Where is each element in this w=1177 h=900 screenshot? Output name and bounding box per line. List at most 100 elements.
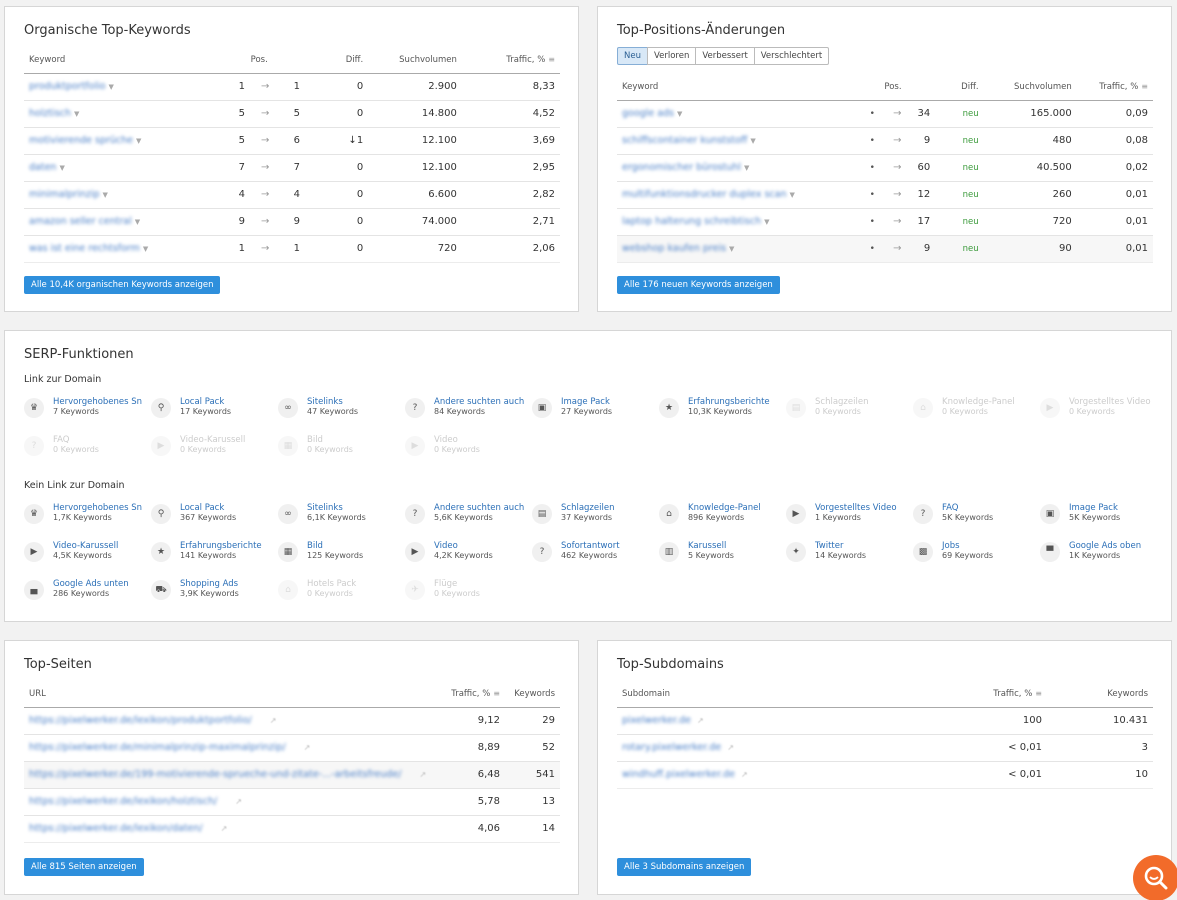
keyword-link[interactable]: was ist eine rechtsform [29,243,140,254]
serp-feature-hotel[interactable]: ⌂ Hotels Pack 0 Keywords [278,578,403,606]
tab-neu[interactable]: Neu [617,47,648,65]
serp-feature-faq[interactable]: ? FAQ 0 Keywords [24,434,149,462]
serp-feature-graduation[interactable]: ⌂ Knowledge-Panel 0 Keywords [913,396,1038,424]
serp-feature-picture[interactable]: ▦ Bild 125 Keywords [278,540,403,568]
serp-feature-play[interactable]: ▶ Video-Karussell 0 Keywords [151,434,276,462]
col-keywords[interactable]: Keywords [505,681,560,708]
sort-icon[interactable]: ≡ [548,54,555,64]
tab-verloren[interactable]: Verloren [646,47,697,65]
serp-feature-link[interactable]: ∞ Sitelinks 6,1K Keywords [278,502,403,530]
keyword-link[interactable]: webshop kaufen preis [622,243,727,254]
serp-feature-cart[interactable]: ⛟ Shopping Ads 3,9K Keywords [151,578,276,606]
serp-feature-map-pin[interactable]: ⚲ Local Pack 17 Keywords [151,396,276,424]
chevron-down-icon[interactable]: ▼ [142,245,149,253]
keyword-link[interactable]: motivierende sprüche [29,135,133,146]
serp-feature-question[interactable]: ? Sofortantwort 462 Keywords [532,540,657,568]
chevron-down-icon[interactable]: ▼ [136,137,142,145]
subdomain-link[interactable]: rotary.pixelwerker.de [622,742,722,753]
show-all-new-keywords-button[interactable]: Alle 176 neuen Keywords anzeigen [617,276,780,294]
serp-feature-star[interactable]: ★ Erfahrungsberichte 141 Keywords [151,540,276,568]
external-link-icon[interactable]: ↗ [235,797,242,806]
serp-feature-play[interactable]: ▶ Video-Karussell 4,5K Keywords [24,540,149,568]
col-pos[interactable]: Pos. [862,74,936,101]
col-pos[interactable]: Pos. [220,47,305,74]
keyword-link[interactable]: daten [29,162,57,173]
external-link-icon[interactable]: ↗ [741,770,748,779]
serp-feature-twitter[interactable]: ✦ Twitter 14 Keywords [786,540,911,568]
col-keyword[interactable]: Keyword [24,47,221,74]
chevron-down-icon[interactable]: ▼ [102,191,108,199]
page-url-link[interactable]: https://pixelwerker.de/lexikon/daten/ [29,823,203,834]
external-link-icon[interactable]: ↗ [696,716,704,725]
serp-feature-graduation[interactable]: ⌂ Knowledge-Panel 896 Keywords [659,502,784,530]
keyword-link[interactable]: minimalprinzip [29,189,100,200]
serp-feature-link[interactable]: ∞ Sitelinks 47 Keywords [278,396,403,424]
external-link-icon[interactable]: ↗ [727,743,734,752]
chevron-down-icon[interactable]: ▼ [74,110,80,118]
keyword-link[interactable]: laptop halterung schreibtisch [622,216,762,227]
serp-feature-news[interactable]: ▤ Schlagzeilen 37 Keywords [532,502,657,530]
col-volume[interactable]: Suchvolumen [368,47,462,74]
col-subdomain[interactable]: Subdomain [617,681,947,708]
serp-feature-plane[interactable]: ✈ Flüge 0 Keywords [405,578,530,606]
keyword-link[interactable]: multifunktionsdrucker duplex scan [622,189,787,200]
sort-icon[interactable]: ≡ [493,688,500,698]
sort-icon[interactable]: ≡ [1035,688,1042,698]
tab-verschlechtert[interactable]: Verschlechtert [753,47,830,65]
serp-feature-map-pin[interactable]: ⚲ Local Pack 367 Keywords [151,502,276,530]
serp-feature-video-box[interactable]: ▶ Vorgestelltes Video 0 Keywords [1040,396,1165,424]
chevron-down-icon[interactable]: ▼ [729,245,735,253]
col-traffic[interactable]: Traffic, % ≡ [445,681,505,708]
col-volume[interactable]: Suchvolumen [983,74,1077,101]
chevron-down-icon[interactable]: ▼ [764,218,770,226]
keyword-link[interactable]: produktportfolio [29,81,106,92]
page-url-link[interactable]: https://pixelwerker.de/lexikon/produktpo… [29,715,252,726]
external-link-icon[interactable]: ↗ [419,770,427,779]
serp-feature-ads-bottom[interactable]: ▄ Google Ads unten 286 Keywords [24,578,149,606]
chevron-down-icon[interactable]: ▼ [789,191,795,199]
keyword-link[interactable]: google ads [622,108,674,119]
tab-verbessert[interactable]: Verbessert [695,47,755,65]
serp-feature-question-box[interactable]: ? Andere suchten auch 5,6K Keywords [405,502,530,530]
serp-feature-video-box[interactable]: ▶ Vorgestelltes Video 1 Keywords [786,502,911,530]
page-url-link[interactable]: https://pixelwerker.de/lexikon/holztisch… [29,796,218,807]
serp-feature-ads-top[interactable]: ▀ Google Ads oben 1K Keywords [1040,540,1165,568]
sort-icon[interactable]: ≡ [1141,81,1148,91]
subdomain-link[interactable]: windhuff.pixelwerker.de [622,769,736,780]
show-all-organic-button[interactable]: Alle 10,4K organischen Keywords anzeigen [24,276,221,294]
external-link-icon[interactable]: ↗ [220,824,228,833]
chevron-down-icon[interactable]: ▼ [134,218,141,226]
serp-feature-question-box[interactable]: ? Andere suchten auch 84 Keywords [405,396,530,424]
external-link-icon[interactable]: ↗ [269,716,277,725]
col-traffic[interactable]: Traffic, % ≡ [1076,74,1153,101]
subdomain-link[interactable]: pixelwerker.de [622,715,691,726]
keyword-link[interactable]: holztisch [29,108,72,119]
external-link-icon[interactable]: ↗ [303,743,311,752]
help-search-button[interactable] [1133,855,1177,900]
show-all-pages-button[interactable]: Alle 815 Seiten anzeigen [24,858,144,876]
serp-feature-picture[interactable]: ▦ Bild 0 Keywords [278,434,403,462]
col-traffic[interactable]: Traffic, % ≡ [947,681,1047,708]
serp-feature-image[interactable]: ▣ Image Pack 5K Keywords [1040,502,1165,530]
col-traffic[interactable]: Traffic, % ≡ [461,47,560,74]
serp-feature-crown[interactable]: ♛ Hervorgehobenes Sn 7 Keywords [24,396,149,424]
serp-feature-news[interactable]: ▤ Schlagzeilen 0 Keywords [786,396,911,424]
col-url[interactable]: URL [24,681,445,708]
keyword-link[interactable]: schiffscontainer kunststoff [622,135,748,146]
col-diff[interactable]: Diff. [304,47,369,74]
keyword-link[interactable]: amazon seller central [29,216,132,227]
serp-feature-faq[interactable]: ? FAQ 5K Keywords [913,502,1038,530]
serp-feature-video[interactable]: ▶ Video 4,2K Keywords [405,540,530,568]
page-url-link[interactable]: https://pixelwerker.de/199-motivierende-… [29,769,402,780]
serp-feature-crown[interactable]: ♛ Hervorgehobenes Sn 1,7K Keywords [24,502,149,530]
chevron-down-icon[interactable]: ▼ [59,164,65,172]
page-url-link[interactable]: https://pixelwerker.de/minimalprinzip-ma… [29,742,286,753]
chevron-down-icon[interactable]: ▼ [108,83,114,91]
col-diff[interactable]: Diff. [935,74,984,101]
chevron-down-icon[interactable]: ▼ [744,164,750,172]
serp-feature-briefcase[interactable]: ▩ Jobs 69 Keywords [913,540,1038,568]
serp-feature-star[interactable]: ★ Erfahrungsberichte 10,3K Keywords [659,396,784,424]
serp-feature-carousel[interactable]: ▥ Karussell 5 Keywords [659,540,784,568]
col-keywords[interactable]: Keywords [1047,681,1153,708]
serp-feature-image[interactable]: ▣ Image Pack 27 Keywords [532,396,657,424]
